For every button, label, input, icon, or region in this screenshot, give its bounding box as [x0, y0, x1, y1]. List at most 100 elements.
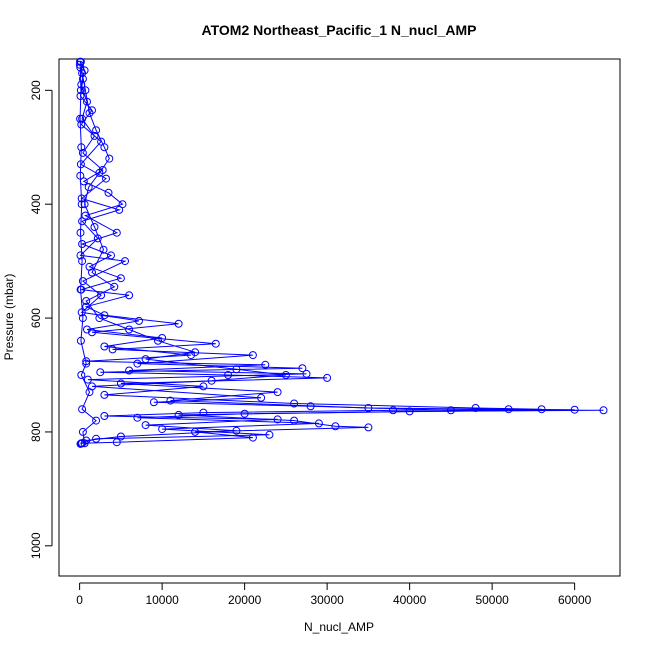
data-point: [199, 408, 208, 417]
data-point: [224, 371, 233, 379]
data-point: [261, 360, 270, 369]
y-tick-label: 200: [29, 80, 43, 100]
data-point: [82, 297, 91, 305]
data-point: [135, 316, 143, 325]
series-line: [79, 64, 542, 445]
x-tick-label: 20000: [228, 593, 262, 607]
x-tick-label: 10000: [145, 593, 179, 607]
data-point: [83, 97, 91, 106]
data-point: [166, 396, 175, 405]
data-point: [78, 240, 87, 248]
y-axis: 200 400 600 800 1000: [29, 80, 53, 559]
data-point: [78, 148, 87, 157]
data-point: [102, 174, 110, 183]
data-point: [116, 274, 125, 283]
data-point: [273, 415, 282, 424]
data-point: [112, 228, 121, 237]
data-point: [76, 228, 85, 237]
data-point: [78, 74, 87, 83]
data-point: [85, 388, 94, 397]
data-point: [97, 137, 106, 146]
data-point: [133, 413, 142, 422]
data-point: [78, 257, 87, 266]
data-point: [115, 205, 124, 214]
data-point: [108, 345, 117, 354]
data-point: [77, 371, 86, 379]
data-point: [187, 351, 195, 360]
y-tick-label: 400: [29, 194, 43, 214]
data-point: [116, 379, 125, 388]
data-point: [98, 166, 107, 174]
data-point: [599, 406, 608, 415]
data-point: [104, 188, 113, 197]
data-point: [116, 432, 125, 441]
series-line: [79, 67, 97, 444]
data-point: [85, 262, 94, 271]
data-point: [88, 106, 96, 115]
data-point: [76, 336, 85, 345]
data-point: [76, 439, 85, 448]
data-point: [80, 439, 89, 448]
data-point: [110, 282, 119, 291]
data-point: [570, 405, 579, 414]
data-point: [323, 373, 332, 382]
data-point: [78, 427, 87, 436]
y-tick-label: 600: [29, 308, 43, 328]
y-axis-label: Pressure (mbar): [2, 274, 16, 361]
data-point: [133, 359, 142, 368]
data-series: [76, 63, 101, 448]
data-point: [174, 410, 183, 419]
data-point: [77, 200, 86, 209]
data-point: [174, 319, 183, 328]
data-point: [100, 412, 109, 420]
x-tick-label: 40000: [393, 593, 427, 607]
data-point: [364, 404, 373, 412]
data-point: [99, 245, 108, 254]
data-point: [78, 405, 87, 414]
data-point: [76, 86, 85, 95]
x-tick-label: 0: [76, 593, 83, 607]
data-point: [199, 382, 208, 391]
data-point: [96, 368, 105, 377]
data-point: [90, 223, 99, 231]
data-point: [158, 334, 167, 342]
data-point: [77, 143, 86, 152]
data-point: [76, 114, 85, 123]
data-point: [82, 359, 91, 368]
data-series: [76, 57, 608, 448]
data-point: [141, 421, 150, 430]
data-point: [149, 398, 158, 407]
data-point: [389, 406, 398, 415]
data-point: [100, 342, 109, 351]
data-series: [76, 57, 579, 448]
data-point: [83, 375, 92, 384]
data-point: [81, 86, 90, 95]
data-point: [97, 291, 106, 300]
data-point: [331, 422, 340, 431]
data-point: [77, 120, 86, 129]
data-point: [83, 325, 91, 334]
data-point: [302, 369, 311, 378]
data-point: [90, 131, 99, 140]
x-tick-label: 60000: [558, 593, 592, 607]
data-point: [257, 393, 266, 402]
chart-title: ATOM2 Northeast_Pacific_1 N_nucl_AMP: [202, 22, 477, 38]
plot-frame: [58, 58, 621, 577]
data-point: [93, 234, 102, 243]
data-point: [125, 291, 134, 300]
data-point: [273, 388, 282, 397]
data-point: [76, 171, 85, 180]
data-point: [471, 404, 480, 412]
data-point: [121, 257, 129, 266]
data-point: [78, 217, 87, 226]
data-point: [298, 364, 307, 373]
data-point: [248, 351, 257, 360]
data-point: [240, 409, 249, 418]
data-point: [537, 405, 546, 414]
data-point: [105, 154, 114, 163]
data-point: [76, 285, 85, 294]
x-tick-label: 30000: [310, 593, 344, 607]
data-point: [75, 60, 84, 69]
data-point: [76, 251, 85, 260]
